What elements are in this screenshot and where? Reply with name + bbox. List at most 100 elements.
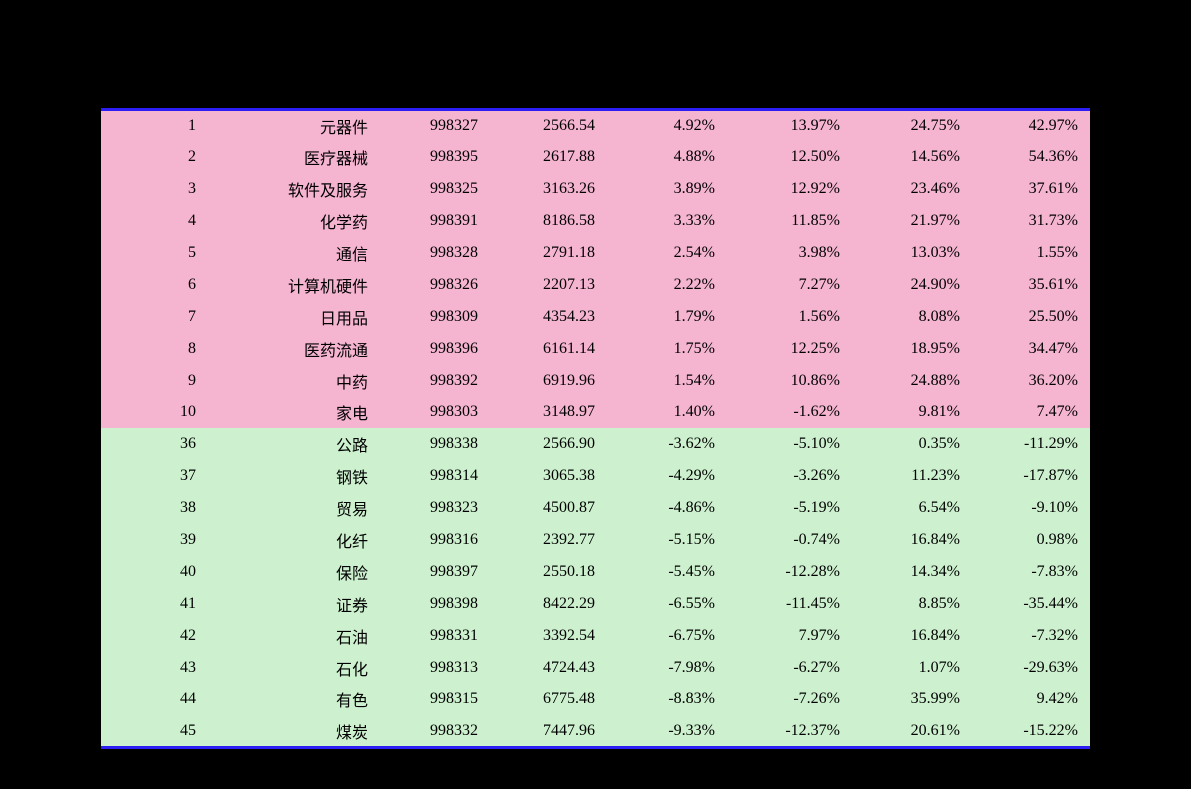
cell-val1: 2617.88	[490, 141, 607, 173]
cell-code: 998323	[380, 492, 490, 524]
cell-val1: 4354.23	[490, 301, 607, 333]
cell-val1: 8422.29	[490, 588, 607, 620]
cell-name: 钢铁	[208, 460, 380, 492]
cell-name: 证券	[208, 588, 380, 620]
cell-name: 元器件	[208, 110, 380, 142]
cell-code: 998309	[380, 301, 490, 333]
cell-val1: 3065.38	[490, 460, 607, 492]
cell-val3: -12.28%	[727, 556, 852, 588]
cell-val1: 8186.58	[490, 205, 607, 237]
cell-val5: 54.36%	[972, 141, 1090, 173]
cell-val3: -3.26%	[727, 460, 852, 492]
cell-val5: 35.61%	[972, 269, 1090, 301]
table-row: 10家电9983033148.971.40%-1.62%9.81%7.47%	[101, 397, 1090, 429]
cell-val2: 3.33%	[607, 205, 727, 237]
cell-val1: 2566.54	[490, 110, 607, 142]
table-row: 37钢铁9983143065.38-4.29%-3.26%11.23%-17.8…	[101, 460, 1090, 492]
cell-code: 998316	[380, 524, 490, 556]
cell-name: 计算机硬件	[208, 269, 380, 301]
cell-val5: 42.97%	[972, 110, 1090, 142]
cell-name: 日用品	[208, 301, 380, 333]
cell-val2: 1.40%	[607, 397, 727, 429]
cell-val4: 24.75%	[852, 110, 972, 142]
cell-rank: 8	[101, 333, 208, 365]
cell-rank: 43	[101, 652, 208, 684]
table-row: 40保险9983972550.18-5.45%-12.28%14.34%-7.8…	[101, 556, 1090, 588]
cell-rank: 1	[101, 110, 208, 142]
cell-val1: 3148.97	[490, 397, 607, 429]
cell-val3: -12.37%	[727, 715, 852, 747]
cell-val1: 7447.96	[490, 715, 607, 747]
cell-val5: 31.73%	[972, 205, 1090, 237]
cell-val3: 12.25%	[727, 333, 852, 365]
cell-rank: 36	[101, 428, 208, 460]
cell-name: 化学药	[208, 205, 380, 237]
cell-val4: 18.95%	[852, 333, 972, 365]
cell-name: 公路	[208, 428, 380, 460]
table-row: 5通信9983282791.182.54%3.98%13.03%1.55%	[101, 237, 1090, 269]
cell-val2: -4.29%	[607, 460, 727, 492]
cell-val1: 2566.90	[490, 428, 607, 460]
cell-val1: 2207.13	[490, 269, 607, 301]
cell-code: 998392	[380, 365, 490, 397]
table-row: 1元器件9983272566.544.92%13.97%24.75%42.97%	[101, 110, 1090, 142]
cell-rank: 45	[101, 715, 208, 747]
table-row: 9中药9983926919.961.54%10.86%24.88%36.20%	[101, 365, 1090, 397]
cell-code: 998314	[380, 460, 490, 492]
cell-val4: 8.85%	[852, 588, 972, 620]
cell-val2: -6.55%	[607, 588, 727, 620]
cell-code: 998398	[380, 588, 490, 620]
cell-val2: 1.54%	[607, 365, 727, 397]
cell-name: 石油	[208, 620, 380, 652]
cell-rank: 5	[101, 237, 208, 269]
cell-rank: 4	[101, 205, 208, 237]
table-row: 36公路9983382566.90-3.62%-5.10%0.35%-11.29…	[101, 428, 1090, 460]
cell-val4: 23.46%	[852, 173, 972, 205]
cell-val2: -9.33%	[607, 715, 727, 747]
cell-val5: 36.20%	[972, 365, 1090, 397]
cell-name: 医疗器械	[208, 141, 380, 173]
cell-code: 998397	[380, 556, 490, 588]
cell-name: 有色	[208, 684, 380, 716]
cell-val2: 2.22%	[607, 269, 727, 301]
cell-val1: 6919.96	[490, 365, 607, 397]
cell-val5: 9.42%	[972, 684, 1090, 716]
cell-val5: 7.47%	[972, 397, 1090, 429]
cell-val5: -11.29%	[972, 428, 1090, 460]
table-row: 43石化9983134724.43-7.98%-6.27%1.07%-29.63…	[101, 652, 1090, 684]
cell-val1: 3163.26	[490, 173, 607, 205]
cell-rank: 39	[101, 524, 208, 556]
cell-val3: 7.27%	[727, 269, 852, 301]
cell-val3: -7.26%	[727, 684, 852, 716]
cell-val3: -5.19%	[727, 492, 852, 524]
cell-val3: 12.50%	[727, 141, 852, 173]
cell-name: 石化	[208, 652, 380, 684]
cell-val4: 14.34%	[852, 556, 972, 588]
cell-val2: 1.75%	[607, 333, 727, 365]
cell-val4: 20.61%	[852, 715, 972, 747]
cell-val4: 6.54%	[852, 492, 972, 524]
cell-name: 通信	[208, 237, 380, 269]
cell-code: 998331	[380, 620, 490, 652]
cell-code: 998327	[380, 110, 490, 142]
table-row: 4化学药9983918186.583.33%11.85%21.97%31.73%	[101, 205, 1090, 237]
cell-val3: 3.98%	[727, 237, 852, 269]
cell-val2: 2.54%	[607, 237, 727, 269]
cell-rank: 6	[101, 269, 208, 301]
cell-val2: 1.79%	[607, 301, 727, 333]
cell-val3: 10.86%	[727, 365, 852, 397]
cell-rank: 10	[101, 397, 208, 429]
cell-val2: -7.98%	[607, 652, 727, 684]
cell-val3: 13.97%	[727, 110, 852, 142]
cell-val2: -8.83%	[607, 684, 727, 716]
cell-code: 998332	[380, 715, 490, 747]
cell-rank: 41	[101, 588, 208, 620]
cell-code: 998328	[380, 237, 490, 269]
cell-code: 998326	[380, 269, 490, 301]
cell-val4: 9.81%	[852, 397, 972, 429]
cell-val4: 0.35%	[852, 428, 972, 460]
cell-code: 998325	[380, 173, 490, 205]
cell-rank: 2	[101, 141, 208, 173]
cell-val1: 6775.48	[490, 684, 607, 716]
cell-val3: 11.85%	[727, 205, 852, 237]
